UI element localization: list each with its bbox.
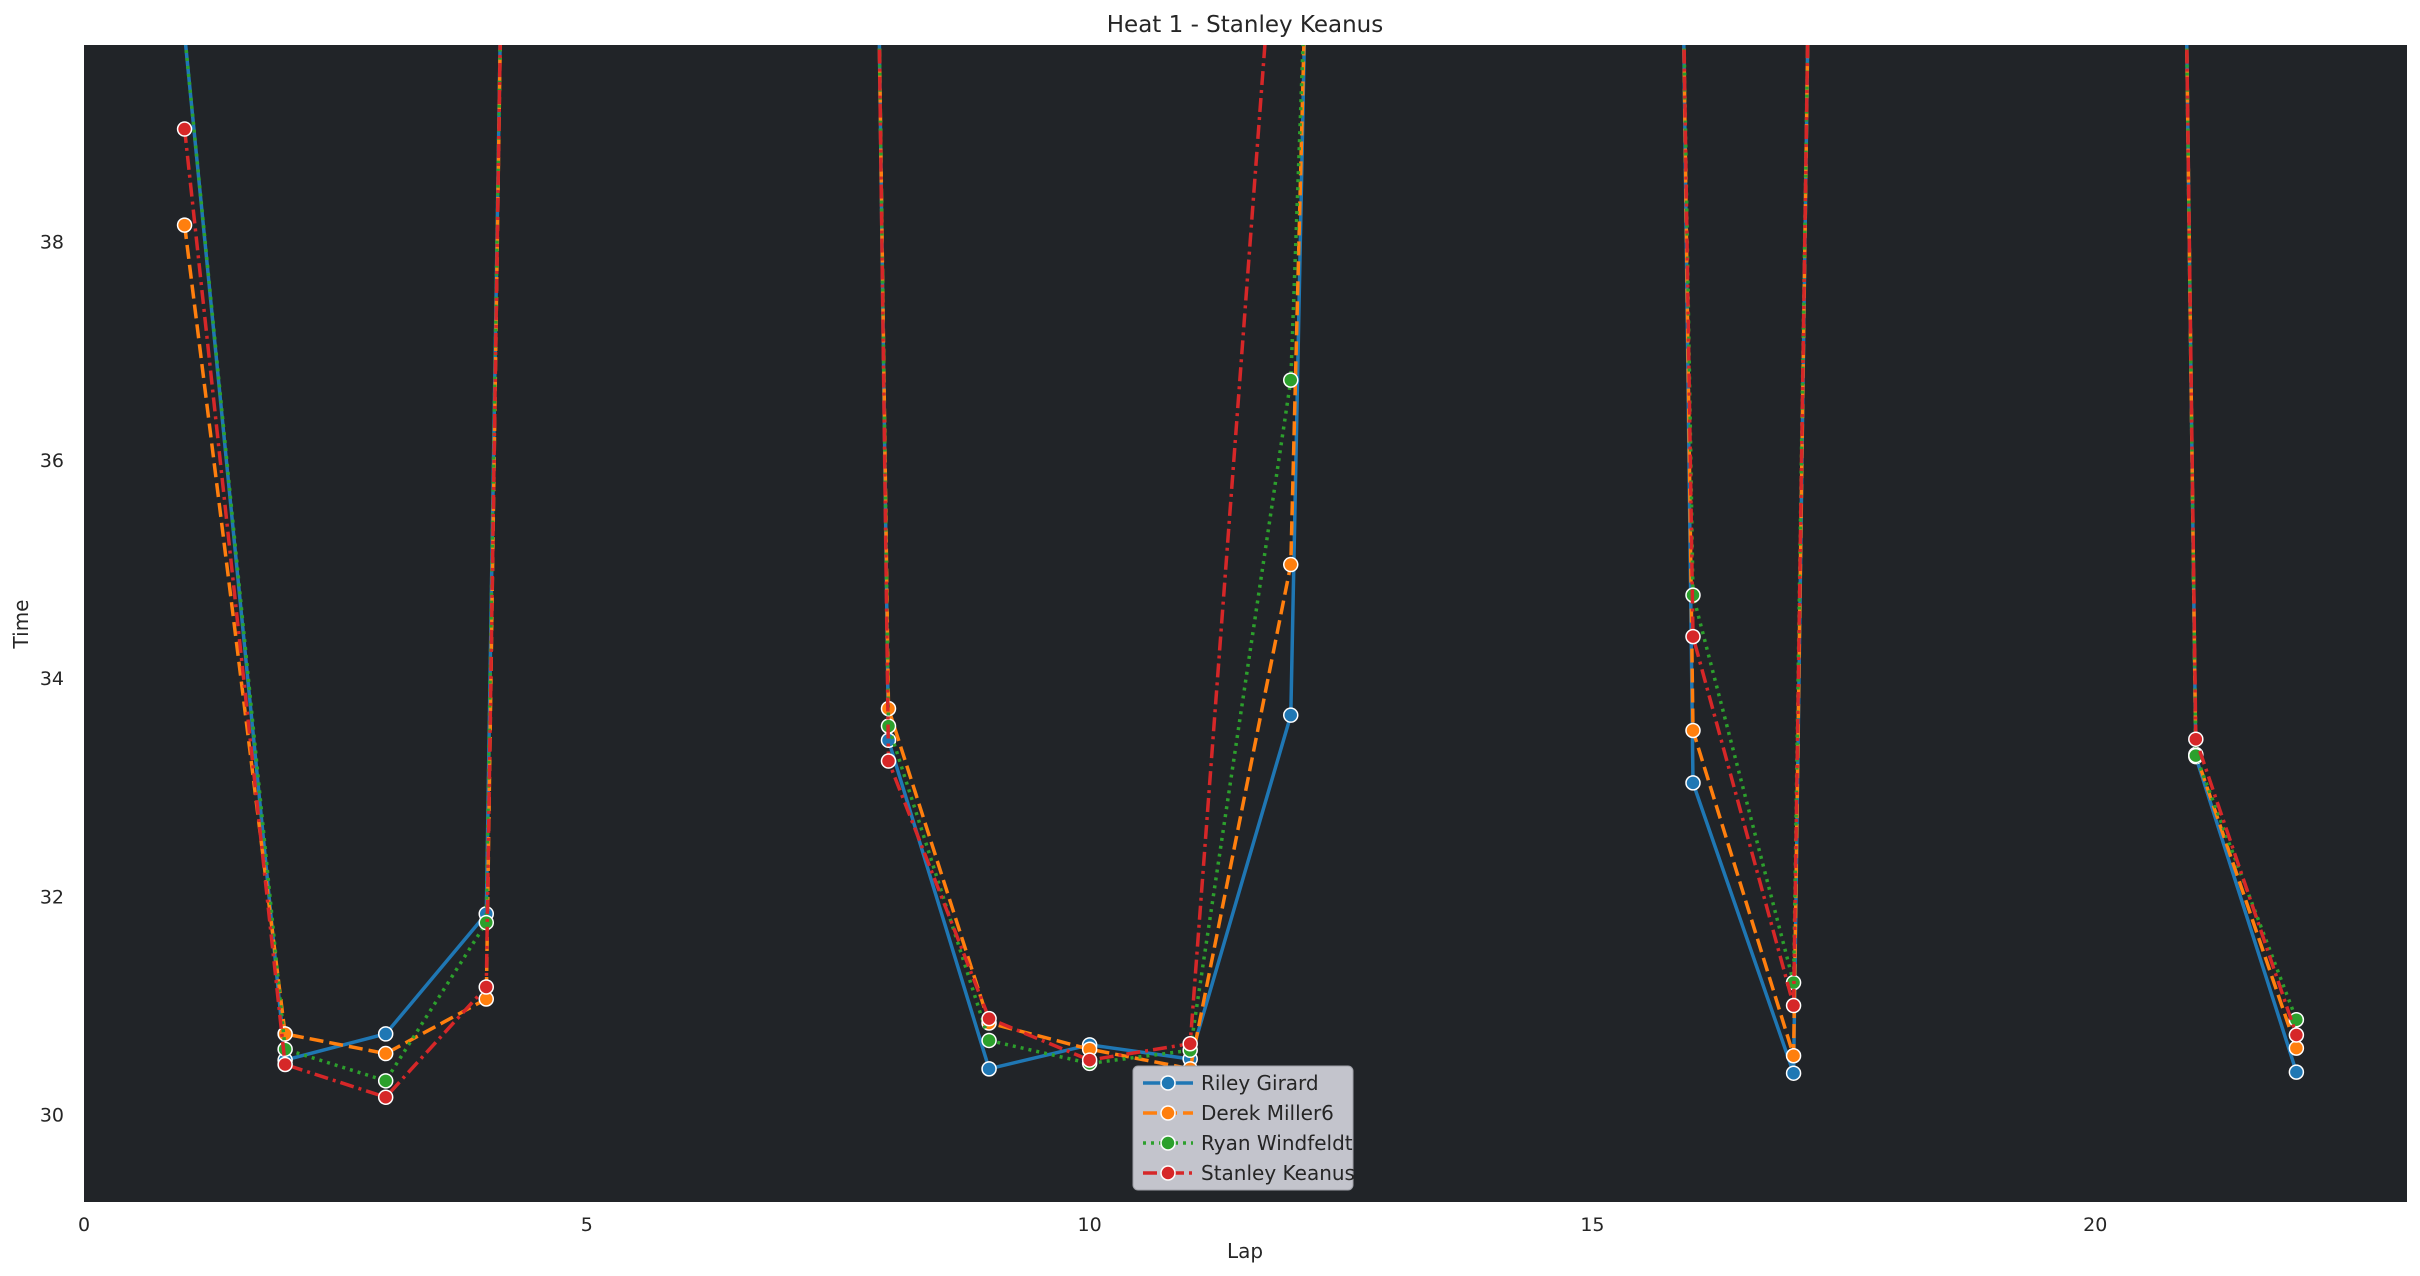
data-point xyxy=(1081,1052,1098,1068)
data-point xyxy=(1283,707,1299,723)
legend-item: Riley Girard xyxy=(1143,1071,1319,1095)
data-point xyxy=(277,1056,293,1073)
data-point xyxy=(880,753,897,769)
x-tick-label: 10 xyxy=(1078,1214,1102,1236)
series-layer xyxy=(176,45,2305,1105)
data-point xyxy=(377,1089,394,1105)
data-point xyxy=(377,1073,394,1089)
data-point xyxy=(1685,628,1701,645)
legend-box xyxy=(1132,1065,1354,1191)
legend-marker xyxy=(1160,1165,1176,1181)
y-tick-label: 34 xyxy=(40,668,64,690)
data-point xyxy=(377,1026,394,1042)
legend-marker xyxy=(1160,1105,1176,1121)
x-tick-label: 5 xyxy=(581,1214,593,1236)
data-point xyxy=(1785,1065,1802,1081)
y-tick-label: 36 xyxy=(40,450,64,472)
data-point xyxy=(1182,1035,1198,1052)
data-point xyxy=(478,979,495,995)
data-point xyxy=(2288,1040,2305,1056)
legend-item: Ryan Windfeldt xyxy=(1143,1131,1353,1155)
legend-item: Stanley Keanus xyxy=(1143,1161,1355,1185)
data-point xyxy=(2288,1064,2305,1080)
chart-title: Heat 1 - Stanley Keanus xyxy=(1107,12,1384,38)
data-point xyxy=(377,1045,394,1062)
legend: Riley Girard Derek Miller6 Ryan Windfeldt S… xyxy=(1132,1065,1355,1191)
data-point xyxy=(1685,722,1701,739)
y-axis-label: Time xyxy=(9,600,33,650)
y-tick-label: 32 xyxy=(40,886,64,908)
data-point xyxy=(1283,556,1299,573)
y-tick-label: 38 xyxy=(40,231,64,253)
data-point xyxy=(1685,775,1701,791)
legend-marker xyxy=(1160,1075,1176,1091)
data-point xyxy=(176,217,193,233)
legend-marker xyxy=(1160,1135,1176,1151)
data-point xyxy=(1785,997,1802,1014)
legend-label: Derek Miller6 xyxy=(1201,1101,1334,1125)
data-point xyxy=(2188,731,2204,747)
legend-label: Riley Girard xyxy=(1201,1071,1319,1095)
legend-label: Stanley Keanus xyxy=(1201,1161,1355,1185)
data-point xyxy=(1283,372,1299,388)
y-axis: 30 32 34 36 38 xyxy=(40,231,64,1126)
x-axis-label: Lap xyxy=(1227,1239,1263,1263)
y-tick-label: 30 xyxy=(40,1105,64,1127)
x-axis: 0 5 10 15 20 xyxy=(78,1214,2107,1236)
data-point xyxy=(981,1061,997,1077)
data-point xyxy=(981,1032,997,1049)
data-point xyxy=(1785,1047,1802,1064)
x-tick-label: 0 xyxy=(78,1214,90,1236)
legend-label: Ryan Windfeldt xyxy=(1201,1131,1353,1155)
series-3 xyxy=(176,45,2305,1105)
x-tick-label: 20 xyxy=(2083,1214,2107,1236)
data-point xyxy=(2288,1011,2305,1028)
legend-item: Derek Miller6 xyxy=(1143,1101,1334,1125)
x-tick-label: 15 xyxy=(1580,1214,1604,1236)
data-point xyxy=(981,1010,997,1027)
data-point xyxy=(176,121,193,137)
data-point xyxy=(2288,1027,2305,1043)
